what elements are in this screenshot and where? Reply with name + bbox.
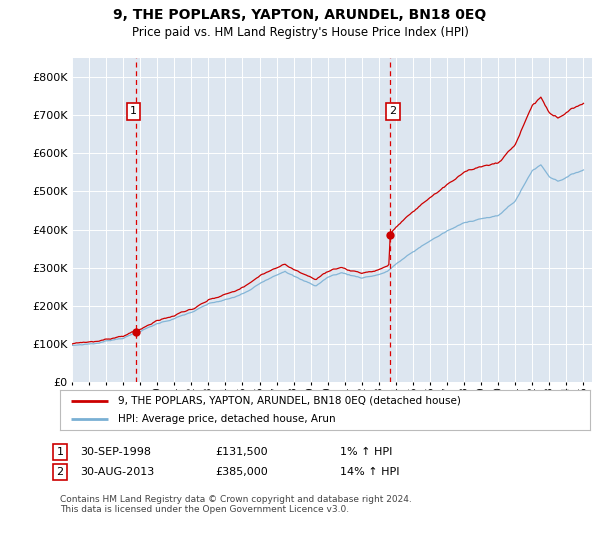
Text: 1% ↑ HPI: 1% ↑ HPI — [340, 447, 392, 457]
Text: Contains HM Land Registry data © Crown copyright and database right 2024.
This d: Contains HM Land Registry data © Crown c… — [60, 495, 412, 515]
Text: 30-SEP-1998: 30-SEP-1998 — [80, 447, 151, 457]
Text: 2: 2 — [56, 467, 64, 477]
Text: 1: 1 — [130, 106, 137, 116]
Text: Price paid vs. HM Land Registry's House Price Index (HPI): Price paid vs. HM Land Registry's House … — [131, 26, 469, 39]
Text: 9, THE POPLARS, YAPTON, ARUNDEL, BN18 0EQ (detached house): 9, THE POPLARS, YAPTON, ARUNDEL, BN18 0E… — [118, 396, 461, 406]
Text: £385,000: £385,000 — [215, 467, 268, 477]
Text: 9, THE POPLARS, YAPTON, ARUNDEL, BN18 0EQ: 9, THE POPLARS, YAPTON, ARUNDEL, BN18 0E… — [113, 8, 487, 22]
Text: 30-AUG-2013: 30-AUG-2013 — [80, 467, 154, 477]
Text: 14% ↑ HPI: 14% ↑ HPI — [340, 467, 400, 477]
Text: 2: 2 — [389, 106, 397, 116]
Text: 1: 1 — [56, 447, 64, 457]
Text: HPI: Average price, detached house, Arun: HPI: Average price, detached house, Arun — [118, 414, 336, 424]
Text: £131,500: £131,500 — [215, 447, 268, 457]
